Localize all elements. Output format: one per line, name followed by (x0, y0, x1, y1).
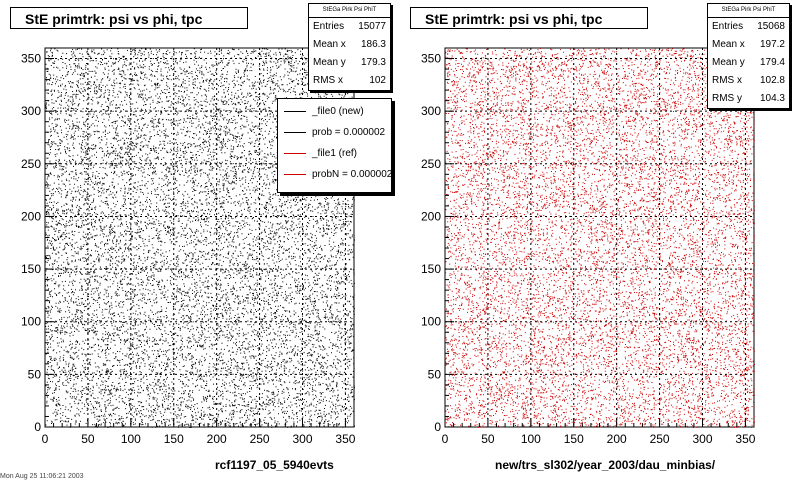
x-tick-label: 50 (481, 432, 495, 446)
y-tick-label: 250 (21, 157, 41, 171)
legend-entry-probn: probN = 0.000002 (278, 164, 391, 185)
y-tick-label: 200 (21, 209, 41, 223)
legend-entry-prob: prob = 0.000002 (278, 122, 391, 143)
y-tick-label: 150 (21, 262, 41, 276)
y-tick-label: 300 (421, 104, 441, 118)
right-stats-row-rms-x: RMS x 102.8 (712, 75, 785, 86)
left-plot-title: StE primtrk: psi vs phi, tpc (10, 7, 248, 29)
x-tick-label: 200 (607, 432, 627, 446)
y-tick-label: 300 (21, 104, 41, 118)
x-tick-label: 350 (335, 432, 355, 446)
y-tick-label: 200 (421, 209, 441, 223)
y-tick-label: 350 (421, 52, 441, 66)
y-tick-label: 50 (428, 367, 442, 381)
y-tick-label: 0 (34, 420, 41, 434)
legend-line-file0 (284, 111, 306, 112)
x-tick-label: 250 (650, 432, 670, 446)
x-tick-label: 150 (564, 432, 584, 446)
right-plot-title: StE primtrk: psi vs phi, tpc (410, 7, 648, 29)
x-tick-label: 150 (164, 432, 184, 446)
right-stats-row-entries: Entries 15068 (712, 21, 785, 32)
left-stats-row-mean-x: Mean x 186.3 (313, 39, 386, 50)
timestamp-text: Mon Aug 25 11:06:21 2003 (0, 473, 84, 480)
y-tick-label: 100 (421, 315, 441, 329)
right-stats-row-mean-x: Mean x 197.2 (712, 39, 785, 50)
x-tick-label: 250 (250, 432, 270, 446)
left-stats-row-mean-y: Mean y 179.3 (313, 57, 386, 68)
y-tick-label: 150 (421, 262, 441, 276)
left-stats-header: StEGa Pirk Psi PhiT (309, 4, 390, 18)
left-stats-row-entries: Entries 15077 (313, 21, 386, 32)
left-footer-label: rcf1197_05_5940evts (215, 458, 334, 472)
legend-line-prob (284, 132, 306, 133)
right-stats-row-mean-y: Mean y 179.4 (712, 57, 785, 68)
legend-line-file1 (284, 153, 306, 154)
x-tick-label: 0 (442, 432, 449, 446)
x-tick-label: 350 (735, 432, 755, 446)
legend-entry-file0: _file0 (new) (278, 101, 391, 122)
right-footer-label: new/trs_sl302/year_2003/dau_minbias/ (495, 458, 716, 472)
x-tick-label: 100 (521, 432, 541, 446)
y-tick-label: 0 (434, 420, 441, 434)
legend-box: _file0 (new) prob = 0.000002 _file1 (ref… (277, 98, 392, 193)
right-stats-row-rms-y: RMS y 104.3 (712, 93, 785, 104)
y-tick-label: 250 (421, 157, 441, 171)
y-tick-label: 100 (21, 315, 41, 329)
x-tick-label: 200 (207, 432, 227, 446)
y-tick-label: 50 (28, 367, 42, 381)
x-tick-label: 0 (42, 432, 49, 446)
legend-entry-file1: _file1 (ref) (278, 143, 391, 164)
x-tick-label: 300 (692, 432, 712, 446)
y-tick-label: 350 (21, 52, 41, 66)
plot-1: 0 50 100 150 200 250 300 350 0 50 100 150 200 250 300 3… (421, 47, 756, 446)
x-tick-label: 50 (81, 432, 95, 446)
x-tick-label: 300 (292, 432, 312, 446)
left-stats-row-rms-x: RMS x 102 (313, 75, 386, 86)
x-tick-label: 100 (121, 432, 141, 446)
right-stats-header: StEGa Pirk Psi PhiT (708, 4, 789, 18)
legend-line-probn (284, 174, 306, 175)
